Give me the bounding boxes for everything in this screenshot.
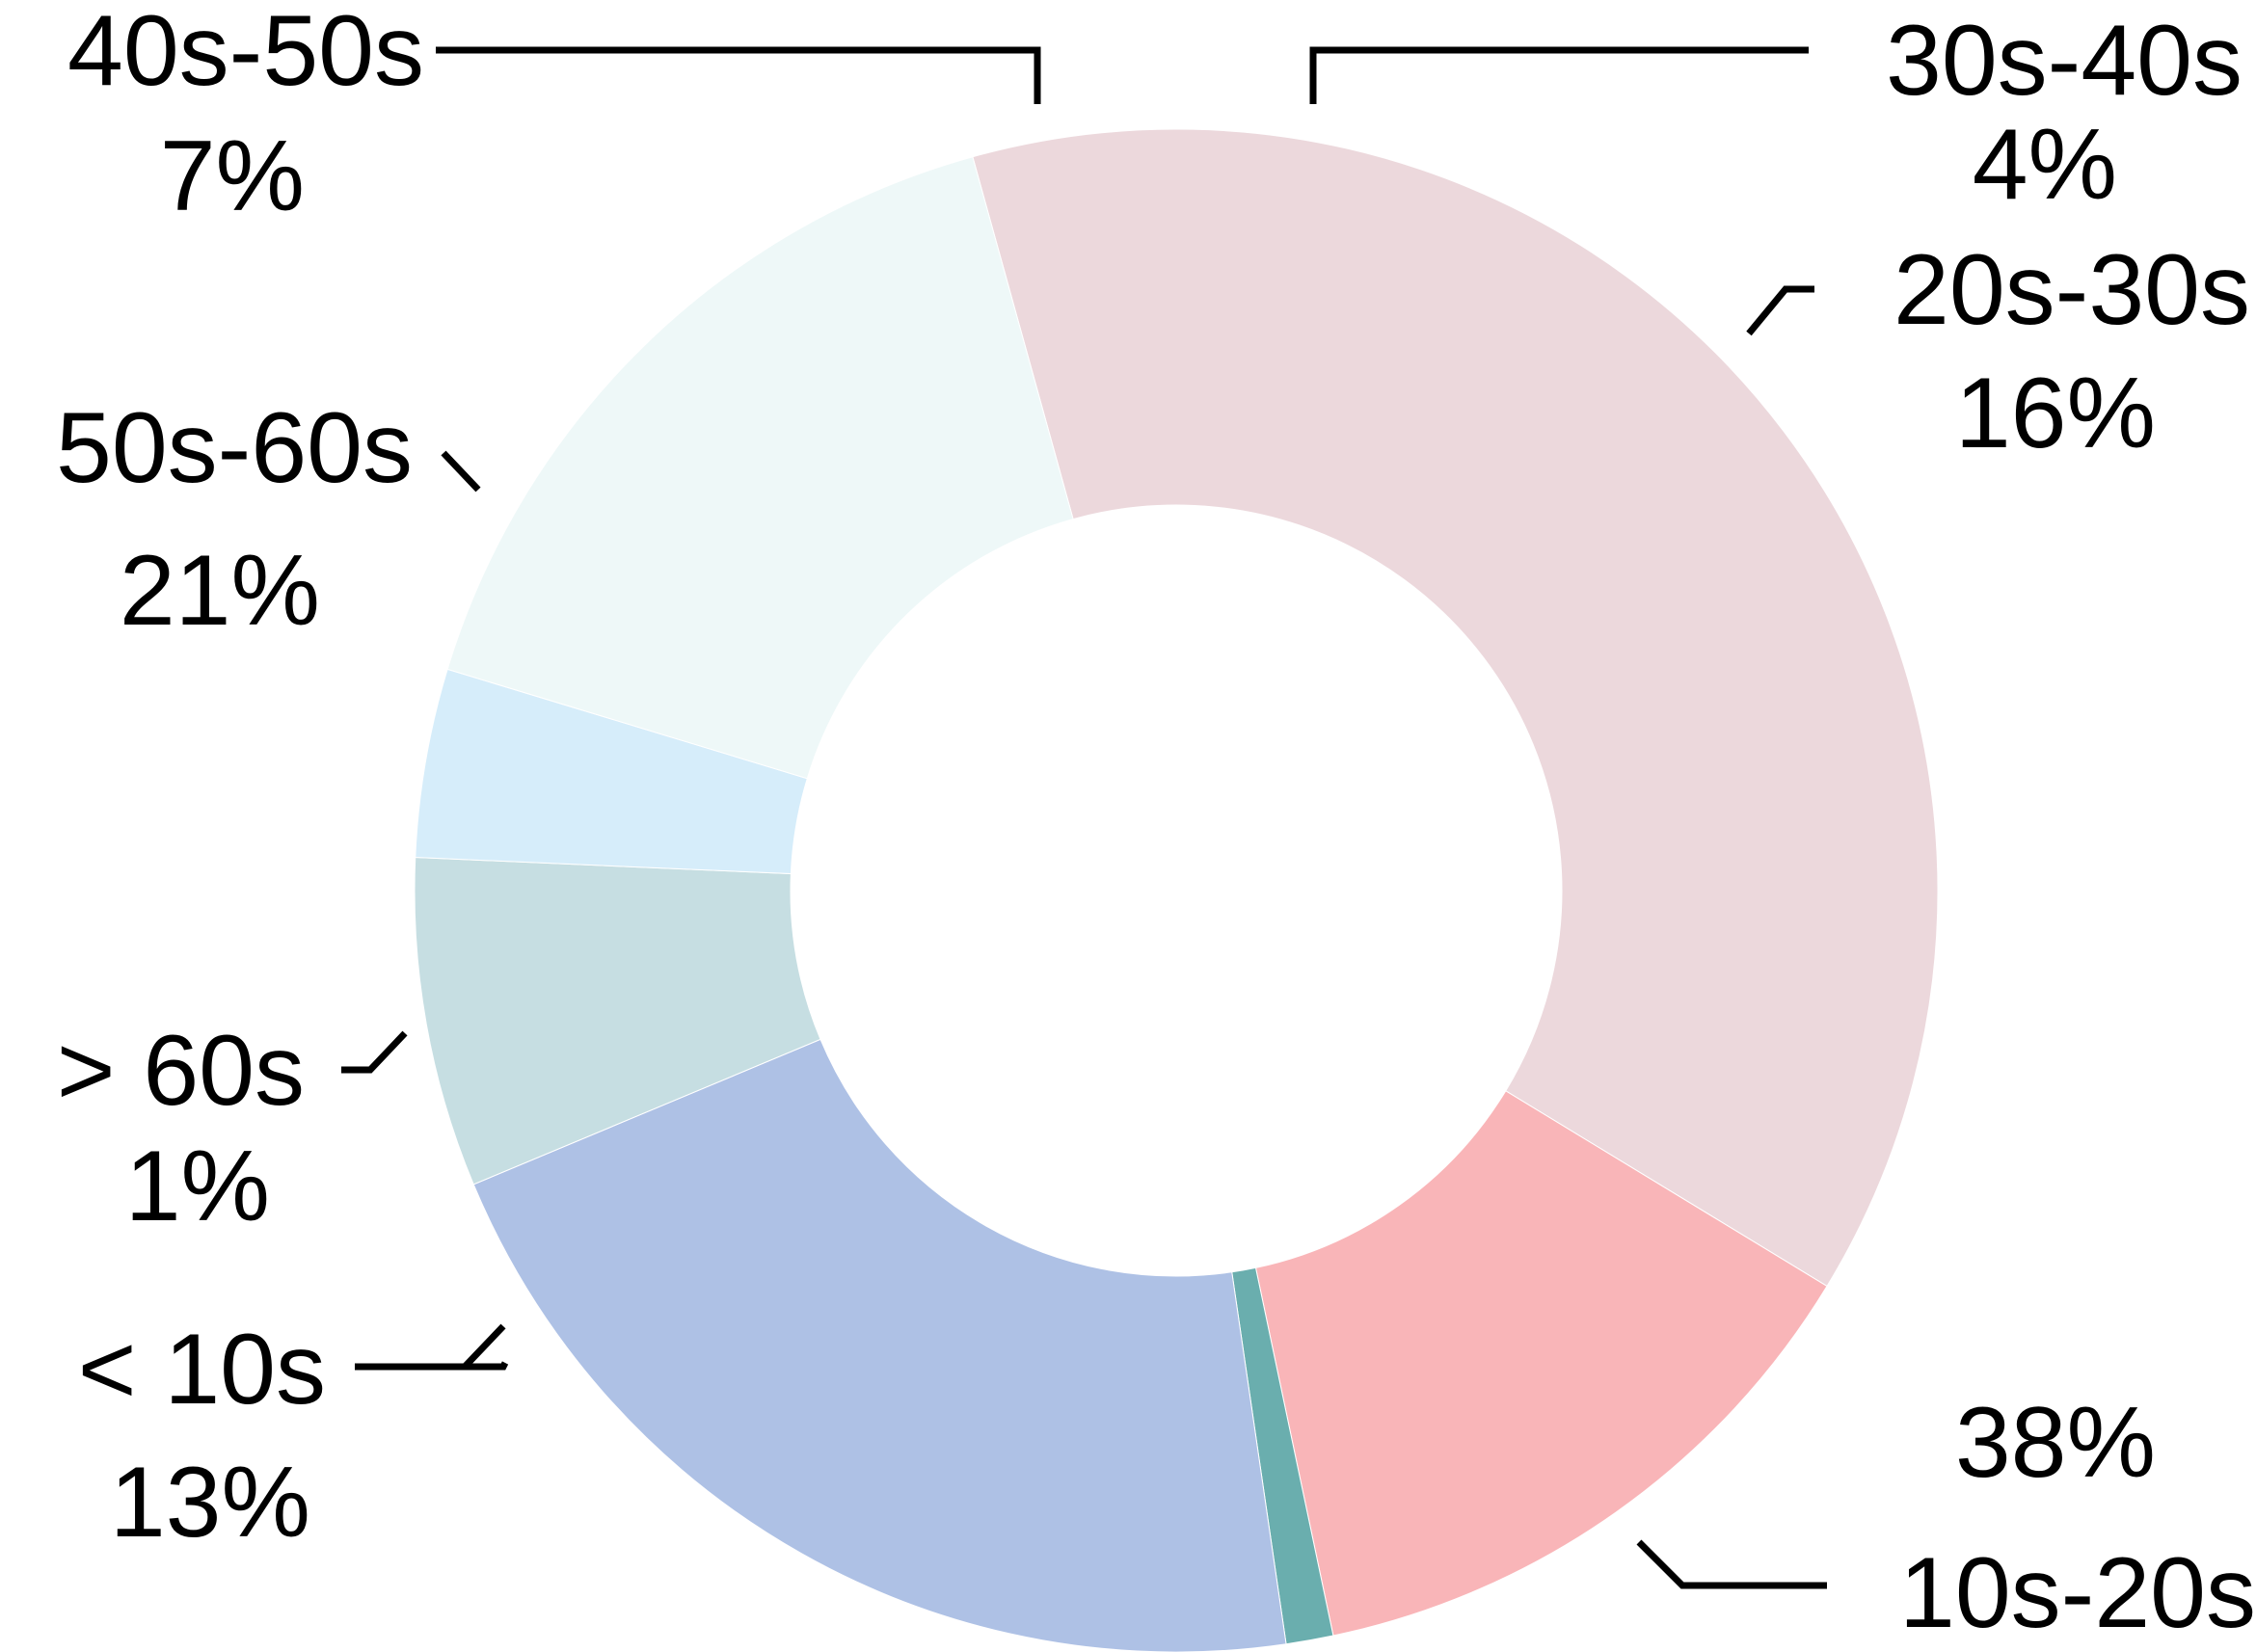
slice-label-lt-10s: < 10s [78,1314,326,1426]
slice-percent-20s-30s: 16% [1955,358,2156,469]
slice-percent-lt-10s: 13% [110,1447,310,1559]
leader-line-40s-50s [436,46,1041,104]
leader-line-lt-10s [355,1323,509,1371]
slice-20s-30s [446,156,1074,780]
slice-percent-40s-50s: 7% [160,120,305,232]
slice-percent-gt-60s: 1% [125,1131,270,1242]
slice-label-10s-20s: 10s-20s [1899,1537,2256,1649]
leader-lines [341,46,1827,1589]
leader-line-50s-60s [441,450,481,493]
slice-label-50s-60s: 50s-60s [56,392,413,504]
slice-percent-50s-60s: 21% [120,535,320,647]
leader-line-gt-60s [341,1030,408,1074]
slice-label-30s-40s: 30s-40s [1886,5,2243,117]
slice-lt-10s [1254,1090,1828,1637]
slice-50s-60s [472,1038,1287,1652]
slice-10s-20s [972,128,1939,1288]
slice-label-40s-50s: 40s-50s [67,0,424,107]
donut-slices [414,128,1939,1652]
slice-percent-10s-20s: 38% [1955,1387,2156,1499]
slice-label-gt-60s: > 60s [57,1015,305,1127]
leader-line-30s-40s [1309,46,1809,104]
slice-percent-30s-40s: 4% [1973,109,2117,221]
leader-line-20s-30s [1746,285,1814,336]
slice-label-20s-30s: 20s-30s [1893,234,2250,346]
leader-line-10s-20s [1636,1539,1827,1589]
